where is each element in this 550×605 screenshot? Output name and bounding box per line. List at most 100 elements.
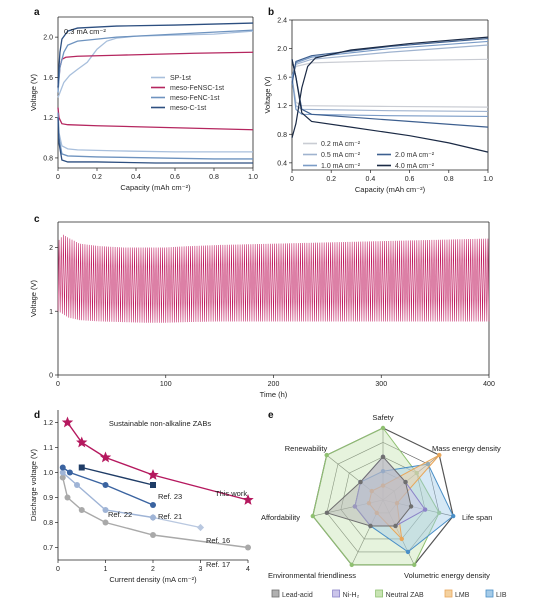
panel-a-charge-curve: [57, 30, 254, 98]
panel-d-circle-marker: [150, 502, 156, 508]
panel-d-circle-marker: [102, 519, 109, 526]
panel-b-charge-curve: [291, 58, 489, 78]
panel-b-y-tick-label: 1.2: [277, 103, 287, 110]
panel-d-circle-marker: [59, 469, 66, 476]
panel-d-circle-marker: [64, 494, 71, 501]
panel-a-x-tick-label: 0.2: [92, 174, 102, 181]
panel-e: e Safety Mass energy density Life span Volum…: [261, 410, 507, 599]
panel-d-y-tick-label: 1.1: [43, 445, 53, 452]
panel-e-series-point: [450, 513, 456, 519]
panel-e-series-point: [425, 461, 431, 467]
panel-d-circle-marker: [102, 507, 109, 513]
panel-d-series-line: [81, 466, 154, 486]
panel-a-y-tick-label: 1.6: [43, 75, 53, 82]
panel-c-x-label: Time (h): [260, 390, 288, 399]
panel-d-x-tick-label: 4: [246, 566, 250, 573]
panel-e-series-point: [405, 549, 411, 555]
panel-e-series-point: [374, 510, 379, 516]
panel-e-series-point: [368, 523, 373, 529]
panel-a-legend-entry: meso-C-1st: [170, 105, 206, 112]
panel-d-series-label: This work: [215, 489, 247, 498]
panel-d-circle-marker: [66, 469, 73, 476]
panel-a-legend-entry: meso-FeNC-1st: [170, 95, 219, 102]
panel-e-label: e: [268, 410, 274, 421]
panel-e-spoke: [351, 499, 384, 565]
panel-d-y-tick-label: 0.8: [43, 520, 53, 527]
panel-e-axis-label: Mass energy density: [432, 444, 501, 453]
panel-e-legend-swatch: [444, 589, 453, 598]
panel-c-x-tick-label: 100: [160, 381, 172, 388]
panel-d-star-marker: [99, 451, 112, 463]
panel-d-series-label: Ref. 17: [206, 560, 230, 569]
panel-d: d 0 1 2 3 4 0.7 0.8 0.9 1.0 1.1 1.2 Current density …: [29, 410, 254, 584]
panel-b-legend-entry: 2.0 mA cm⁻²: [395, 152, 435, 159]
panel-b-discharge-curve: [291, 77, 489, 108]
panel-e-legend-entry: Lead-acid: [282, 592, 313, 599]
panel-d-series-label: Ref. 22: [108, 510, 132, 519]
panel-e-legend-entry: LMB: [455, 592, 470, 599]
panel-a-y-label: Voltage (V): [29, 73, 38, 111]
panel-d-series-label: Ref. 23: [158, 492, 182, 501]
panel-c-x-tick-label: 0: [56, 381, 60, 388]
panel-b-legend-entry: 4.0 mA cm⁻²: [395, 163, 435, 170]
panel-e-series-area: [312, 427, 440, 566]
panel-c-cycling-curve: [57, 234, 490, 323]
panel-d-circle-marker: [74, 482, 80, 488]
panel-d-star-marker: [61, 416, 74, 428]
panel-b-y-tick-label: 2.4: [277, 18, 287, 25]
panel-b-x-tick-label: 0: [290, 176, 294, 183]
panel-e-series-point: [422, 507, 428, 512]
panel-e-series-point: [394, 501, 400, 506]
panel-d-square-marker: [78, 464, 85, 471]
panel-b-discharge-curve: [291, 59, 489, 128]
panel-d-square-marker: [150, 482, 156, 488]
panel-d-series-line: [62, 471, 154, 519]
panel-d-x-label: Current density (mA cm⁻²): [109, 575, 197, 584]
panel-e-series-point: [369, 488, 374, 494]
panel-e-series-point: [380, 425, 386, 431]
panel-e-series-point: [380, 454, 386, 459]
panel-e-series-point: [393, 523, 398, 529]
panel-d-x-tick-label: 0: [56, 566, 60, 573]
panel-b-legend-entry: 1.0 mA cm⁻²: [321, 163, 361, 170]
panel-a-discharge-curve: [57, 107, 253, 153]
panel-c-x-tick-label: 400: [483, 381, 495, 388]
panel-d-x-tick-label: 1: [104, 566, 108, 573]
panel-e-series-point: [366, 501, 372, 506]
panel-e-axis-label: Life span: [462, 513, 492, 522]
panel-b-y-tick-label: 0.8: [277, 132, 287, 139]
panel-a-current-annotation: 0.3 mA cm⁻²: [64, 27, 106, 36]
panel-d-label: d: [34, 410, 40, 421]
panel-a-label: a: [34, 7, 40, 18]
panel-e-axis-label: Renewability: [285, 444, 328, 453]
panel-e-series-point: [436, 510, 442, 516]
panel-e-spoke: [382, 454, 440, 501]
panel-e-legend-entry: Neutral ZAB: [386, 592, 424, 599]
panel-d-x-tick-label: 2: [151, 566, 155, 573]
panel-e-legend-entry: Ni-H₂: [343, 592, 360, 599]
panel-d-star-marker: [242, 494, 254, 505]
panel-b-y-label: Voltage (V): [263, 76, 272, 114]
panel-d-circle-marker: [59, 464, 66, 471]
panel-d-circle-marker: [59, 474, 66, 481]
panel-a-x-tick-label: 0: [56, 174, 60, 181]
panel-c-y-tick-label: 2: [49, 245, 53, 252]
panel-c-label: c: [34, 214, 40, 225]
panel-b-x-label: Capacity (mAh cm⁻²): [355, 185, 426, 194]
panel-a-y-tick-label: 0.8: [43, 155, 53, 162]
panel-b-y-tick-label: 0.4: [277, 160, 287, 167]
panel-e-series-point: [380, 483, 386, 488]
panel-c-x-tick-label: 200: [268, 381, 280, 388]
panel-e-legend-swatch: [271, 589, 280, 598]
panel-a-y-tick-label: 1.2: [43, 115, 53, 122]
panel-b-charge-curve: [291, 36, 489, 139]
panel-a-discharge-curve: [57, 117, 253, 164]
panel-b-x-tick-label: 0.4: [366, 176, 376, 183]
panel-e-axis-label: Affordability: [261, 513, 300, 522]
panel-e-series-point: [310, 513, 316, 519]
panel-d-diamond-marker: [196, 523, 205, 532]
panel-e-series-point: [324, 510, 330, 516]
panel-a-legend-entry: SP-1st: [170, 75, 191, 82]
panel-d-star-marker: [76, 436, 88, 448]
panel-d-circle-marker: [150, 514, 156, 521]
